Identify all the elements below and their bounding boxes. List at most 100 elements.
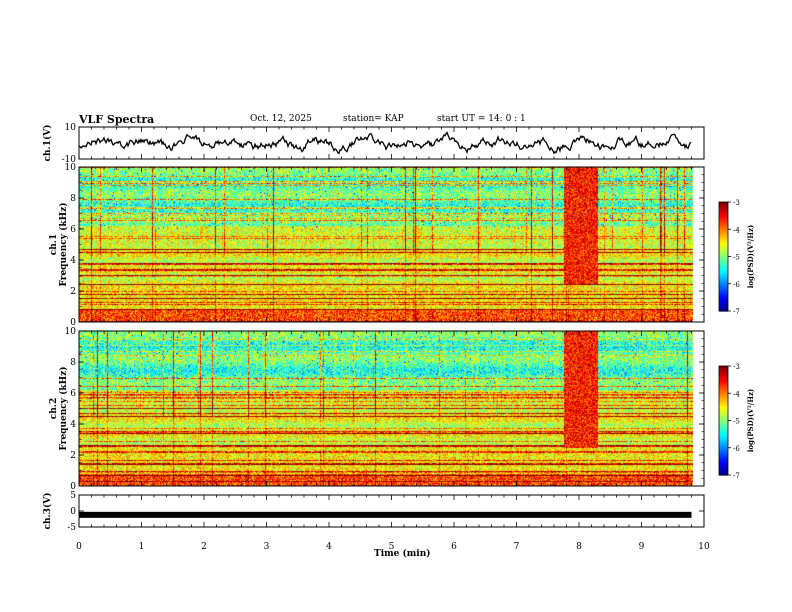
ch2-spectrogram-raster [79,331,704,486]
x-tick-label: 1 [139,542,145,552]
ch2-colorbar-color-step [719,413,728,416]
ch1-colorbar-label: log(PSD)(V²/Hz) [746,225,755,289]
ch1-spectrogram-y-tick-label: 8 [70,194,76,204]
ch1-colorbar-color-step [719,202,728,205]
ch2-spectrogram-channel-label: ch.2 [49,398,59,419]
ch3-waveform-y-tick-label: 0 [70,507,76,517]
ch1-colorbar-color-step [719,287,728,290]
ch2-colorbar-color-step [719,422,728,425]
ch2-colorbar-color-step [719,385,728,389]
ch2-colorbar-color-step [719,369,728,373]
ch2-spectrogram-y-tick-label: 4 [70,420,76,430]
ch2-colorbar-color-step [719,371,728,374]
ch2-colorbar-color-step [719,469,728,472]
ch1-colorbar-color-step [719,301,728,305]
ch2-colorbar-tick-label: -6 [733,445,740,453]
ch1-colorbar-color-step [719,241,728,245]
ch1-colorbar-color-step [719,229,728,232]
ch2-colorbar-color-step [719,471,728,474]
ch2-spectrogram-y-tick-label: 0 [70,482,76,492]
ch1-colorbar-color-step [719,272,728,276]
ch1-colorbar-tick-label: -6 [733,281,740,289]
ch2-colorbar-color-step [719,420,728,423]
ch2-colorbar-color-step [719,435,728,438]
ch2-colorbar-color-step [719,451,728,454]
ch1-colorbar-color-step [719,289,728,292]
ch2-spectrogram-y-tick-label: 6 [70,389,76,399]
ch1-colorbar-color-step [719,305,728,308]
ch1-spectrogram-y-tick-label: 0 [70,318,76,328]
ch2-colorbar-color-step [719,465,728,469]
ch2-colorbar-tick-label: -7 [733,472,740,480]
ch2-colorbar-color-step [719,442,728,445]
ch2-colorbar-color-step [719,462,728,465]
ch2-colorbar-color-step [719,409,728,413]
ch1-colorbar-color-step [719,278,728,281]
ch1-colorbar-color-step [719,249,728,252]
x-tick-label: 4 [326,542,332,552]
ch2-colorbar-color-step [719,404,728,407]
ch1-colorbar-tick-label: -3 [733,199,740,207]
ch2-colorbar-color-step [719,407,728,411]
ch3-waveform-y-tick-label: -5 [67,523,76,533]
ch2-colorbar-color-step [719,405,728,409]
ch1-colorbar-color-step [719,251,728,254]
ch2-colorbar-color-step [719,438,728,442]
ch2-colorbar-color-step [719,453,728,456]
ch2-spectrogram-y-axis-label: Frequency (kHz) [58,366,69,450]
ch2-spectrogram-y-tick-label: 8 [70,358,76,368]
ch3-waveform-y-axis-label: ch.3(V) [42,493,53,530]
ch2-colorbar-color-step [719,424,728,427]
ch1-waveform-y-tick-label: 10 [65,123,77,133]
ch1-spectrogram-channel-label: ch.1 [49,234,59,255]
ch1-waveform-y-axis-label: ch.1(V) [42,125,53,162]
ch1-colorbar-color-step [719,236,728,239]
ch1-spectrogram-y-axis-label: Frequency (kHz) [58,202,69,286]
ch1-colorbar-color-step [719,207,728,210]
ch2-spectrogram-y-tick-label: 2 [70,451,76,461]
ch2-colorbar-color-step [719,387,728,391]
ch1-colorbar-color-step [719,231,728,234]
ch2-colorbar-color-step [719,449,728,452]
ch2-colorbar-tick-label: -5 [733,418,740,426]
ch1-colorbar-color-step [719,256,728,259]
ch1-colorbar-color-step [719,243,728,247]
ch2-colorbar-color-step [719,384,728,387]
ch3-waveform-trace [79,511,692,518]
ch1-colorbar-color-step [719,209,728,212]
ch2-colorbar-color-step [719,458,728,462]
ch2-colorbar-color-step [719,380,728,383]
ch1-colorbar-color-step [719,258,728,261]
x-tick-label: 6 [451,542,457,552]
ch1-waveform-trace [78,131,692,155]
ch1-colorbar-tick-label: -4 [733,226,740,234]
ch2-colorbar-color-step [719,467,728,471]
ch1-waveform-y-tick-label: -10 [62,155,77,165]
ch1-colorbar-color-step [719,300,728,303]
ch2-colorbar-color-step [719,447,728,451]
ch1-spectrogram-y-tick-label: 10 [65,163,77,173]
ch3-waveform-y-tick-label: 5 [70,491,76,501]
ch1-colorbar-color-step [719,280,728,283]
ch1-colorbar-color-step [719,214,728,218]
ch2-colorbar-color-step [719,456,728,460]
ch2-colorbar-color-step [719,416,728,420]
ch1-colorbar-color-step [719,276,728,279]
ch1-colorbar-color-step [719,205,728,209]
ch1-colorbar-color-step [719,294,728,298]
ch1-spectrogram-y-tick-label: 6 [70,225,76,235]
ch2-spectrogram-y-tick-label: 10 [65,327,77,337]
ch2-colorbar-color-step [719,429,728,432]
ch1-spectrogram-y-tick-label: 4 [70,256,76,266]
ch1-colorbar-tick-label: -7 [733,308,740,316]
ch2-colorbar-color-step [719,427,728,431]
ch1-colorbar-color-step [719,263,728,267]
ch2-colorbar-label: log(PSD)(V²/Hz) [746,389,755,453]
ch1-colorbar-color-step [719,247,728,250]
ch1-colorbar-tick-label: -5 [733,254,740,262]
ch2-colorbar-color-step [719,455,728,458]
ch1-colorbar-color-step [719,240,728,243]
ch1-colorbar-color-step [719,220,728,223]
ch2-colorbar-color-step [719,402,728,405]
ch1-colorbar-color-step [719,281,728,285]
